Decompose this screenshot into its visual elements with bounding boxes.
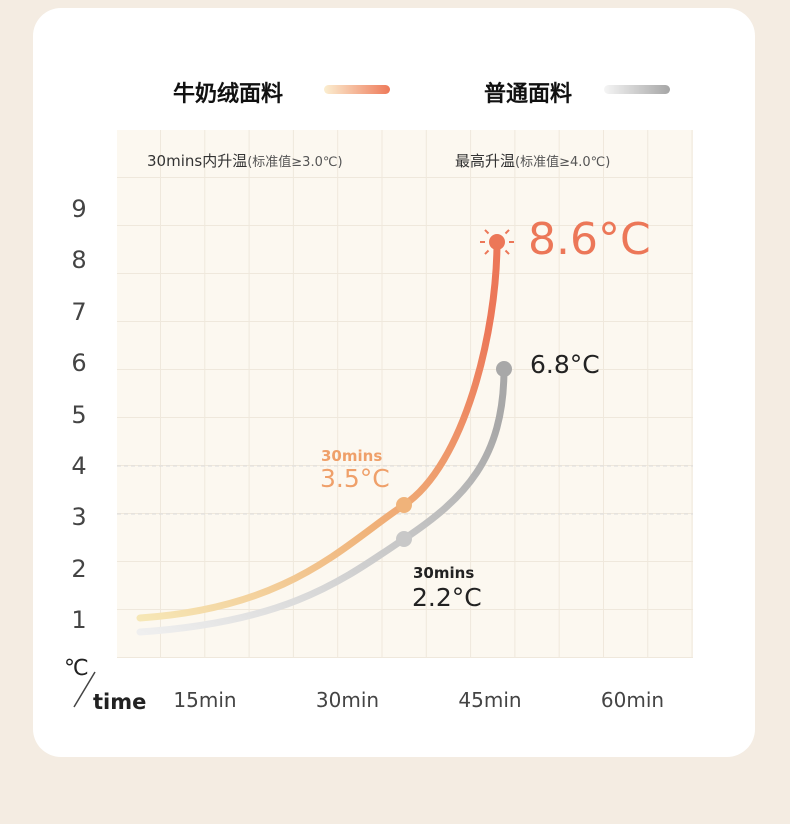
sun-icon-ray bbox=[484, 249, 490, 255]
sun-icon-ray bbox=[484, 229, 490, 235]
sun-icon-ray bbox=[504, 249, 510, 255]
x-tick-60min: 60min bbox=[600, 688, 665, 712]
label-milk-30min-value: 3.5°C bbox=[320, 464, 390, 493]
y-tick-8: 8 bbox=[71, 246, 87, 275]
point-30min-series-1 bbox=[396, 531, 412, 547]
label-regular-30min: 30mins bbox=[413, 564, 475, 582]
y-tick-5: 5 bbox=[71, 400, 87, 429]
y-tick-7: 7 bbox=[71, 297, 87, 326]
y-tick-3: 3 bbox=[71, 503, 87, 532]
label-milk-max-value: 8.6°C bbox=[528, 214, 651, 265]
point-max-series-0 bbox=[489, 234, 505, 250]
x-axis-label: time bbox=[93, 690, 147, 714]
legend-swatch-regular bbox=[604, 85, 670, 94]
label-regular-max-value: 6.8°C bbox=[530, 350, 600, 379]
sun-icon-ray bbox=[504, 229, 510, 235]
y-tick-1: 1 bbox=[71, 606, 87, 635]
series-line-0 bbox=[136, 238, 501, 622]
point-30min-series-0 bbox=[396, 497, 412, 513]
plot-area bbox=[117, 130, 693, 658]
y-tick-6: 6 bbox=[71, 349, 87, 378]
legend-regular: 普通面料 bbox=[484, 82, 573, 107]
legend-milk-velvet: 牛奶绒面料 bbox=[173, 82, 284, 107]
label-regular-30min-value: 2.2°C bbox=[412, 583, 482, 612]
axis-divider bbox=[73, 671, 96, 708]
x-tick-30min: 30min bbox=[315, 688, 380, 712]
label-milk-30min: 30mins bbox=[321, 447, 383, 465]
legend-swatch-milk-velvet bbox=[324, 85, 390, 94]
y-axis-unit: ℃ bbox=[64, 656, 89, 681]
y-tick-4: 4 bbox=[71, 452, 87, 480]
header-30min: 30mins内升温(标准值≥3.0℃) bbox=[147, 152, 343, 170]
y-tick-9: 9 bbox=[71, 195, 87, 223]
header-max: 最高升温(标准值≥4.0℃) bbox=[455, 152, 611, 170]
y-tick-2: 2 bbox=[71, 554, 87, 583]
point-max-series-1 bbox=[496, 361, 512, 377]
x-tick-15min: 15min bbox=[173, 688, 237, 712]
x-tick-45min: 45min bbox=[458, 688, 522, 712]
